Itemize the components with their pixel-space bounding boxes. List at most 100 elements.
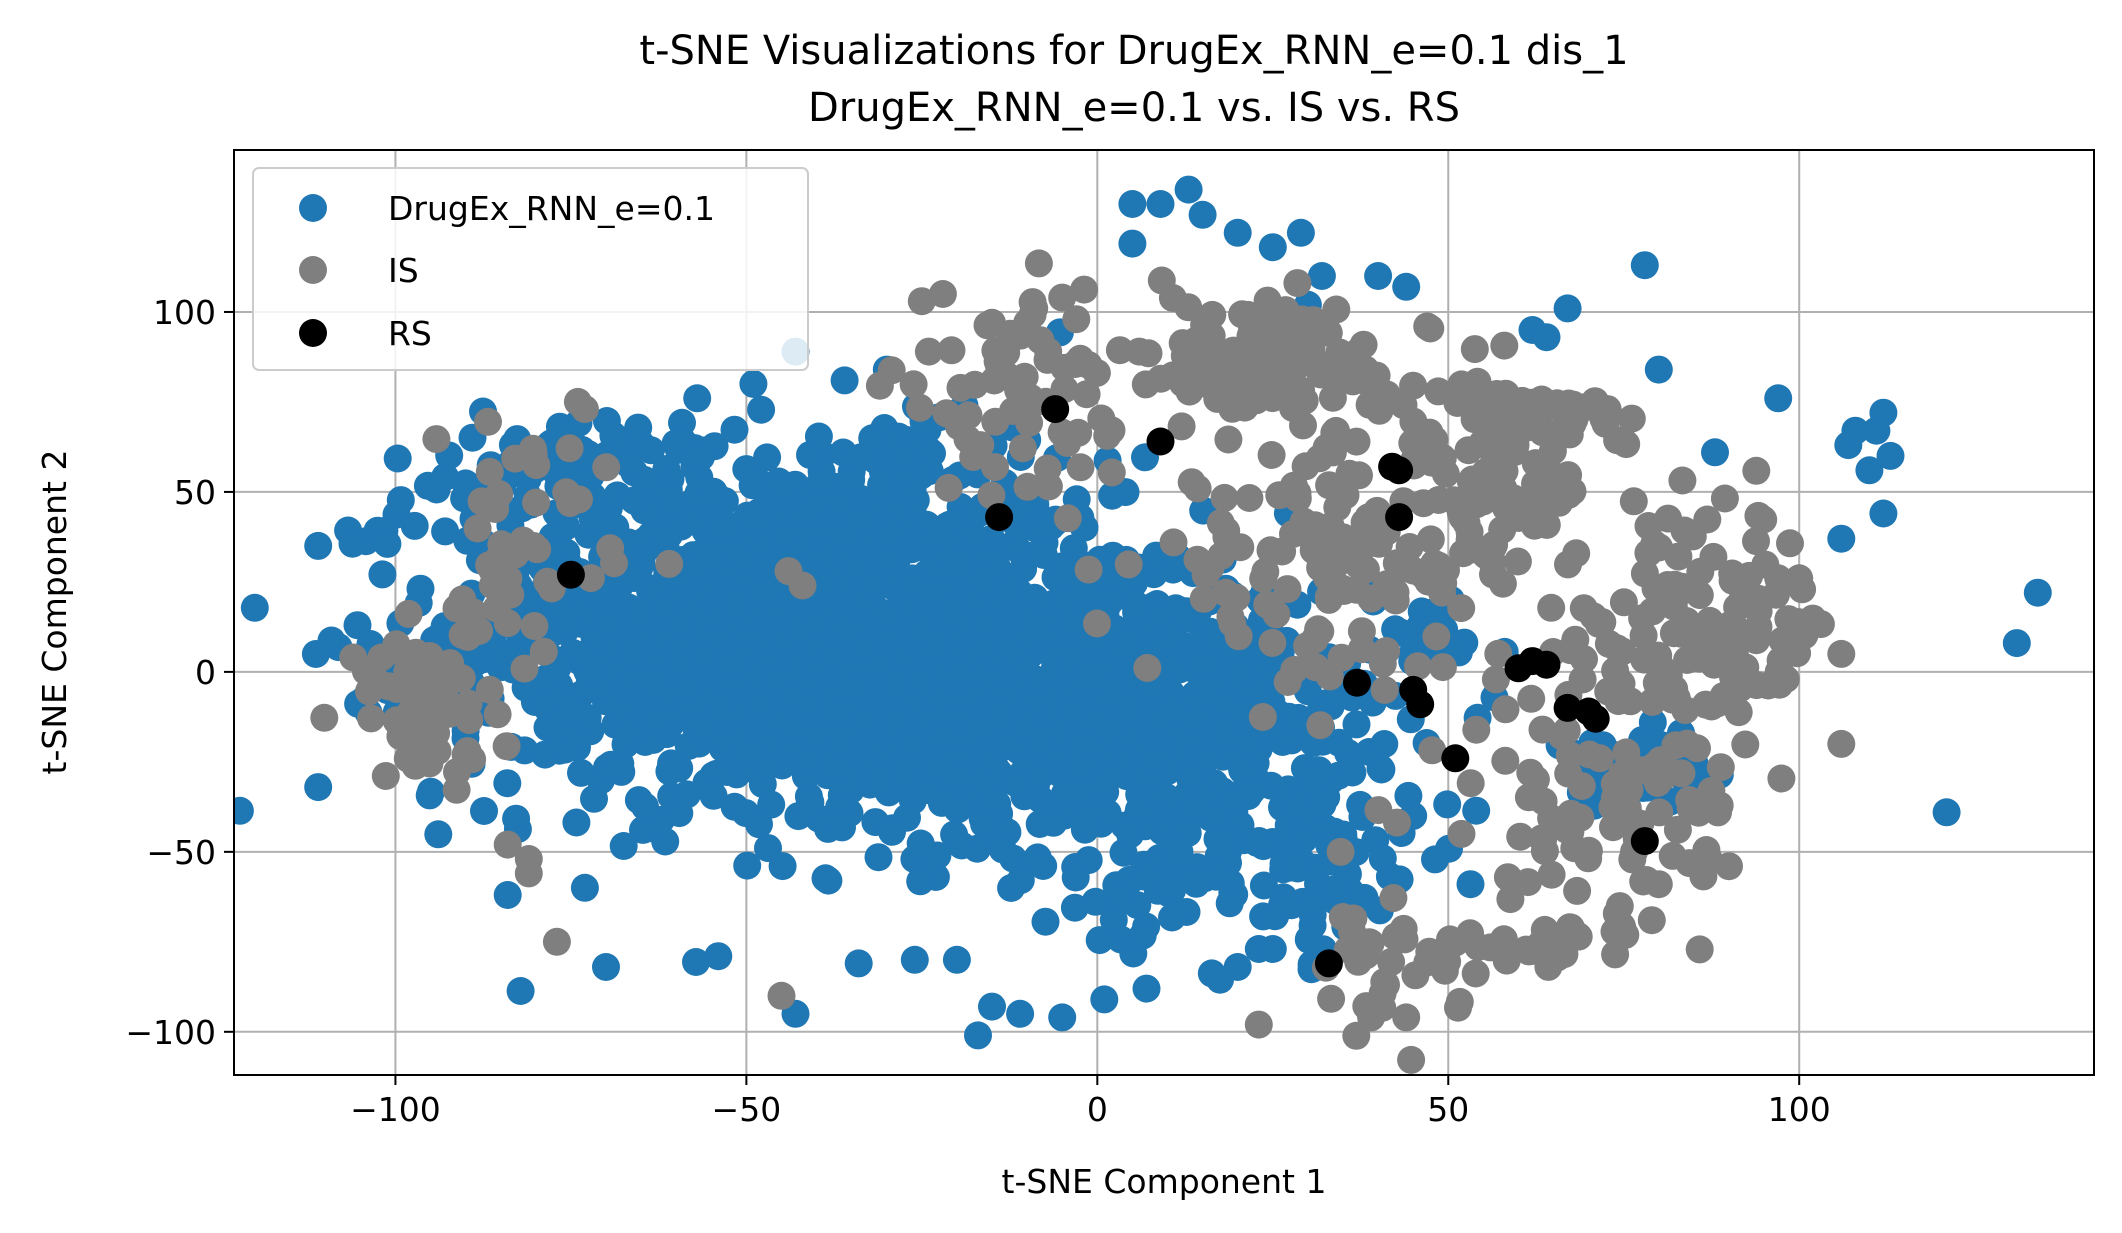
scatter-point <box>706 693 735 722</box>
scatter-point <box>1484 639 1513 668</box>
scatter-point <box>1500 438 1529 466</box>
scatter-point <box>1410 427 1439 456</box>
scatter-point <box>1692 836 1721 864</box>
scatter-point <box>570 873 599 902</box>
scatter-point <box>963 587 992 616</box>
scatter-point <box>1258 628 1287 657</box>
scatter-point <box>1058 699 1086 727</box>
scatter-point <box>1306 711 1335 740</box>
scatter-point <box>1471 429 1500 458</box>
scatter-point <box>1372 637 1401 665</box>
scatter-point <box>1697 776 1726 805</box>
scatter-point <box>1300 765 1329 794</box>
scatter-point <box>1282 791 1311 820</box>
scatter-point <box>1166 598 1195 627</box>
scatter-point <box>1554 550 1582 579</box>
scatter-point <box>1385 503 1414 532</box>
scatter-point <box>827 725 856 754</box>
y-tick-label: 50 <box>174 473 216 512</box>
scatter-point <box>1766 646 1795 675</box>
scatter-point <box>1308 790 1337 819</box>
scatter-point <box>1273 575 1302 604</box>
scatter-point <box>1061 350 1090 378</box>
scatter-point <box>1529 787 1558 816</box>
scatter-point <box>529 637 558 666</box>
scatter-point <box>657 487 686 516</box>
scatter-point <box>1314 949 1343 978</box>
scatter-point <box>1194 676 1223 705</box>
scatter-point <box>617 667 646 696</box>
scatter-point <box>682 948 710 976</box>
series-2-points <box>556 395 1659 978</box>
scatter-point <box>1372 380 1401 409</box>
scatter-point <box>877 356 906 385</box>
scatter-point <box>520 612 549 640</box>
scatter-point <box>867 470 896 499</box>
scatter-point <box>1258 233 1287 262</box>
scatter-point <box>739 369 768 398</box>
legend-label-is: IS <box>388 251 419 290</box>
scatter-point <box>1659 592 1688 621</box>
scatter-point <box>1512 935 1541 964</box>
scatter-point <box>655 549 684 578</box>
scatter-point <box>1686 557 1715 586</box>
scatter-point <box>1001 769 1030 798</box>
scatter-point <box>1552 815 1581 844</box>
legend-marker-rs <box>299 319 327 347</box>
scatter-point <box>1124 795 1153 824</box>
scatter-point <box>977 481 1006 510</box>
scatter-point <box>1379 884 1408 912</box>
scatter-point <box>386 486 415 515</box>
scatter-point <box>997 637 1026 666</box>
scatter-point <box>1189 337 1218 365</box>
scatter-point <box>1430 956 1459 985</box>
scatter-point <box>988 835 1017 864</box>
scatter-point <box>1642 669 1671 697</box>
scatter-point <box>1503 547 1532 576</box>
scatter-point <box>1016 383 1045 412</box>
legend-box <box>252 167 809 371</box>
scatter-point <box>423 737 452 766</box>
scatter-point <box>1191 561 1220 589</box>
scatter-point <box>1159 695 1188 724</box>
scatter-point <box>1456 769 1485 798</box>
scatter-point <box>849 708 878 736</box>
scatter-point <box>339 643 368 672</box>
scatter-point <box>367 643 396 672</box>
scatter-point <box>1461 959 1490 988</box>
scatter-point <box>1798 604 1827 633</box>
scatter-point <box>1233 300 1262 329</box>
scatter-point <box>1532 650 1561 679</box>
scatter-point <box>1399 556 1428 585</box>
scatter-point <box>925 517 954 546</box>
scatter-point <box>1444 993 1472 1022</box>
scatter-point <box>1392 1003 1421 1032</box>
scatter-point <box>690 640 719 669</box>
x-tick-label: 50 <box>1427 1090 1469 1129</box>
scatter-point <box>1428 653 1457 682</box>
scatter-point <box>702 759 731 788</box>
scatter-point <box>1314 585 1343 614</box>
scatter-point <box>1464 933 1493 961</box>
scatter-point <box>1506 822 1535 851</box>
scatter-point <box>899 370 928 399</box>
scatter-point <box>1158 903 1186 932</box>
scatter-point <box>1462 796 1491 825</box>
scatter-point <box>871 545 900 574</box>
scatter-point <box>929 720 958 749</box>
scatter-point <box>1215 889 1244 918</box>
scatter-point <box>1601 656 1630 685</box>
scatter-point <box>493 881 522 909</box>
scatter-point <box>1317 984 1346 1013</box>
scatter-point <box>383 444 412 473</box>
legend-label-rs: RS <box>388 314 432 353</box>
scatter-point <box>1599 813 1627 842</box>
y-tick-label: −100 <box>125 1013 216 1052</box>
scatter-point <box>1312 563 1341 592</box>
scatter-point <box>1664 542 1693 571</box>
scatter-point <box>1220 349 1249 378</box>
scatter-point <box>738 471 767 500</box>
scatter-point <box>896 729 925 758</box>
scatter-point <box>1364 262 1393 290</box>
scatter-point <box>579 654 608 683</box>
